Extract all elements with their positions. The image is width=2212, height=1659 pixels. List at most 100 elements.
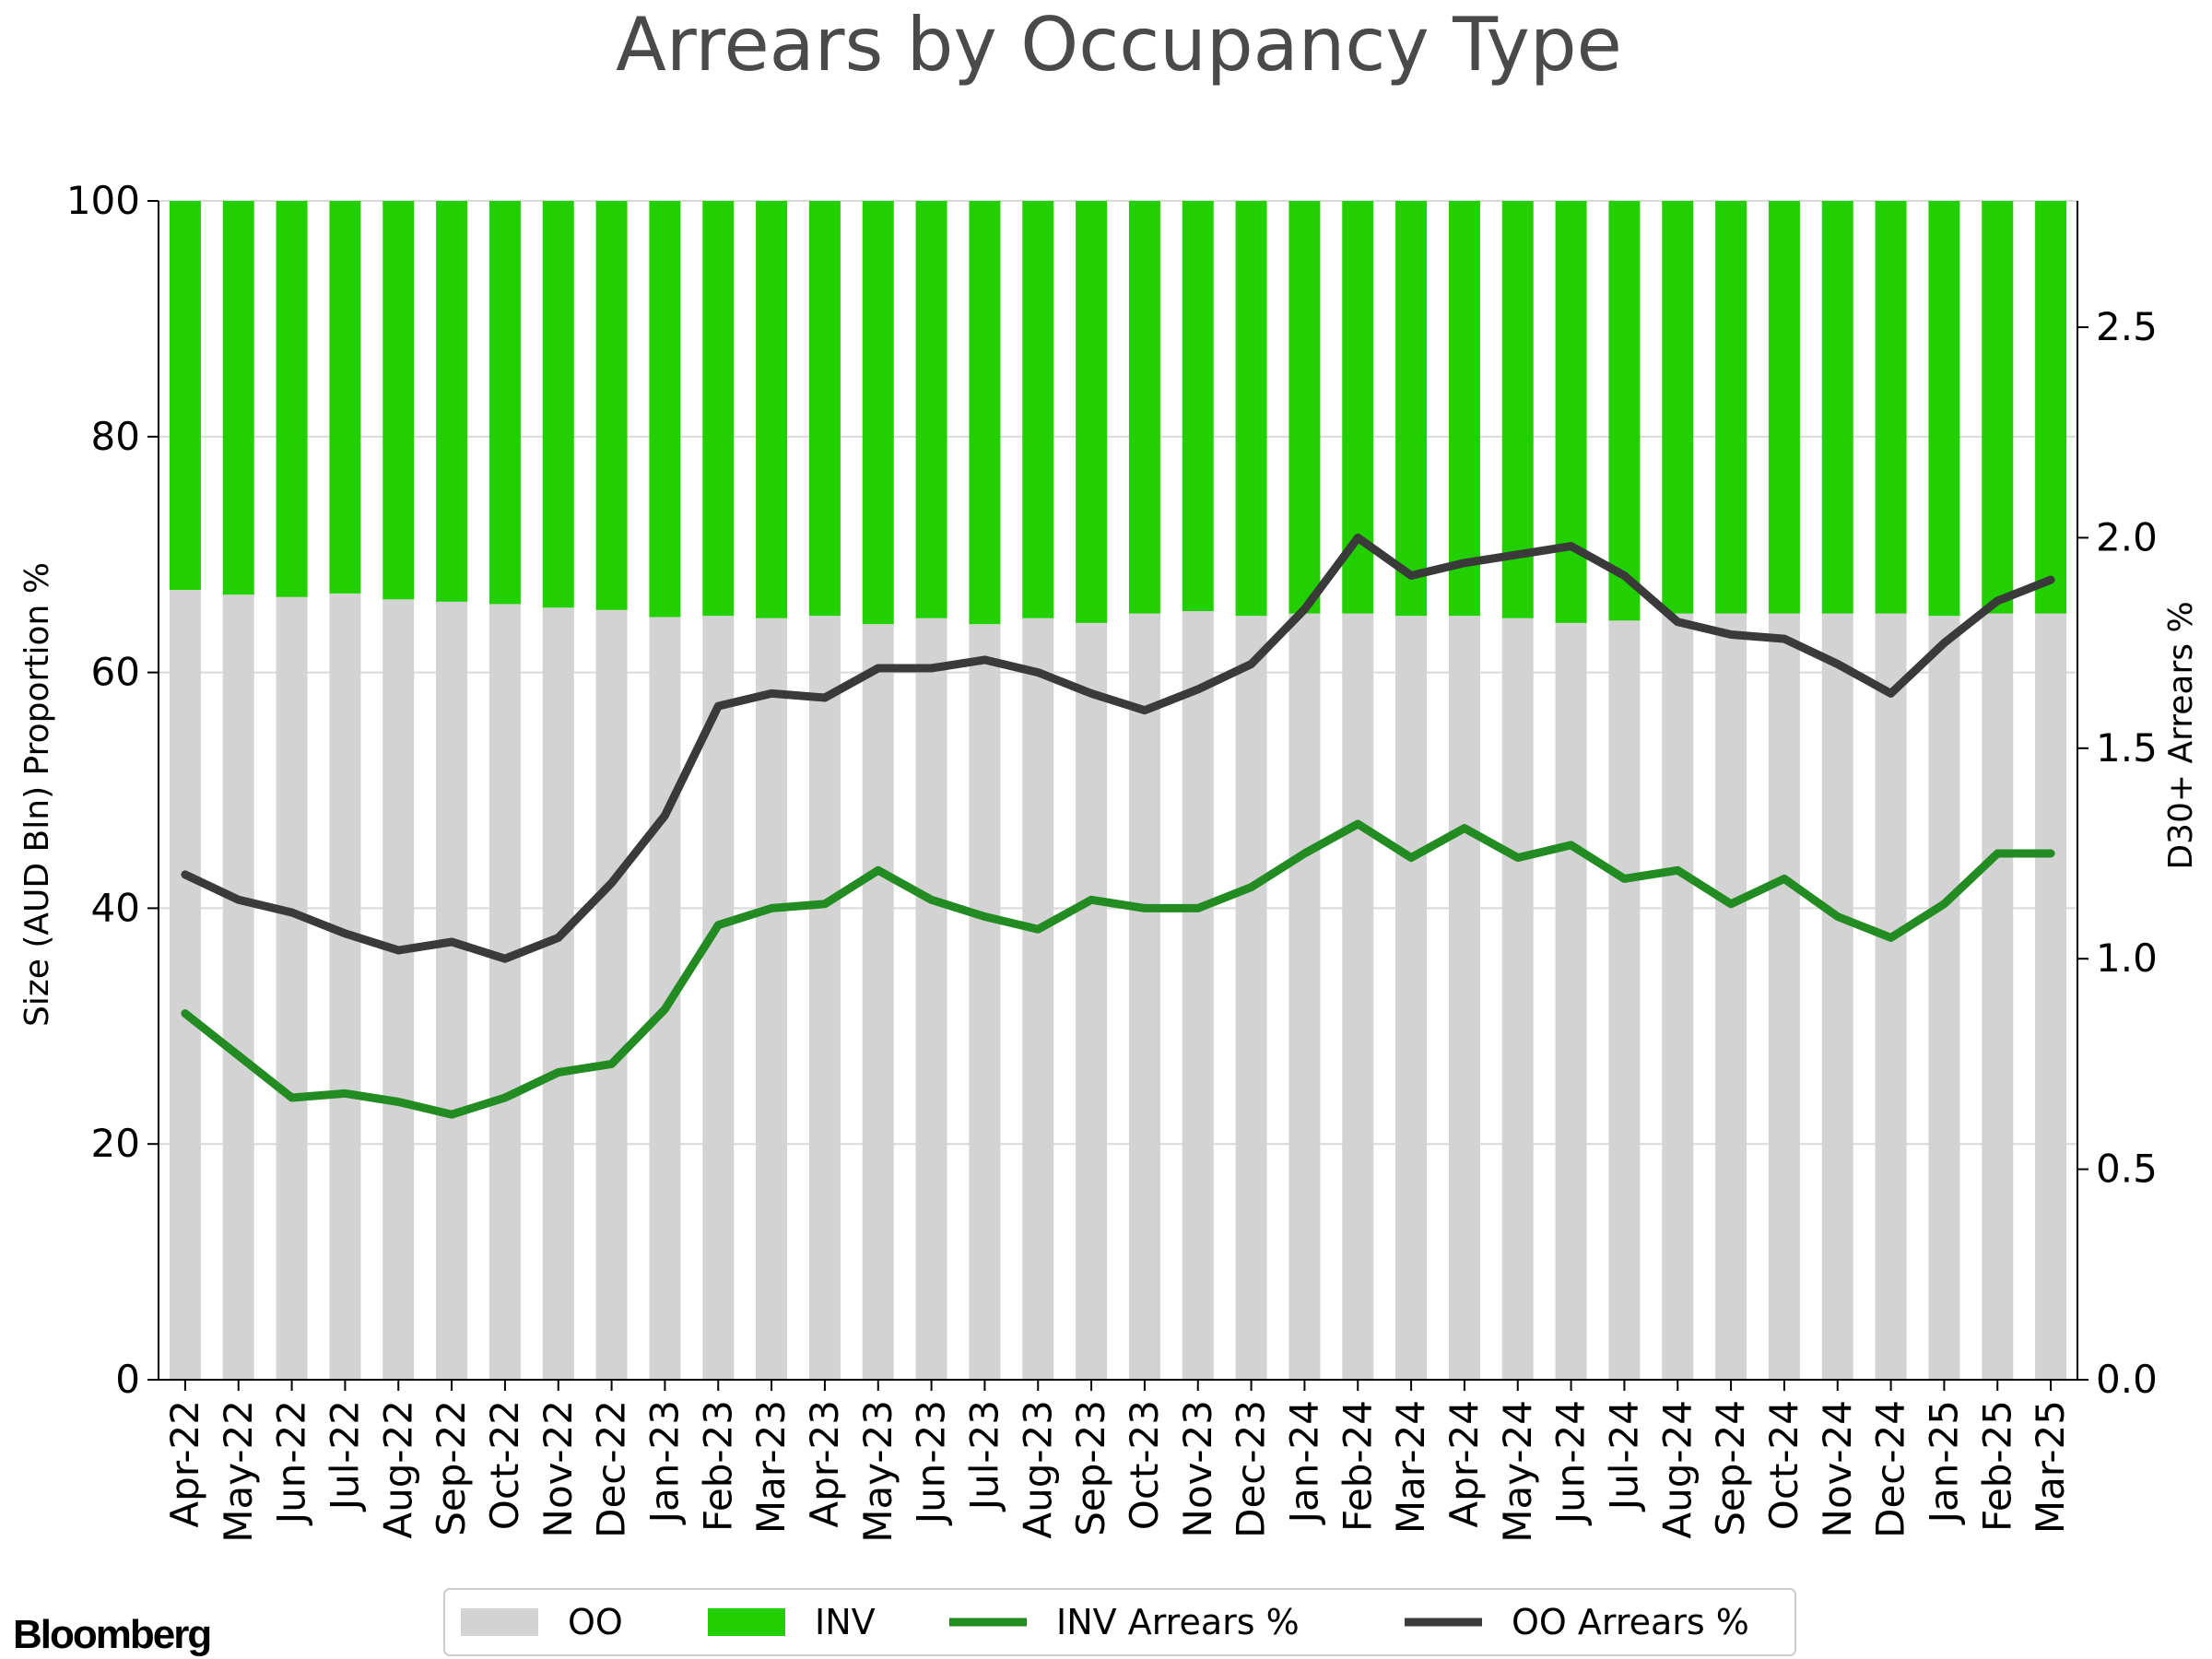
line-oo-arrears: [181, 533, 2055, 963]
x-tick-label: Nov-23: [1175, 1400, 1220, 1537]
x-tick-label: Feb-24: [1335, 1400, 1380, 1532]
x-tick-label: Apr-23: [802, 1400, 847, 1528]
bar-oo: [1448, 616, 1480, 1380]
bar-oo: [222, 594, 254, 1380]
bar-inv: [1448, 201, 1480, 617]
x-tick-label: Mar-23: [748, 1400, 794, 1534]
x-tick-label: Jul-24: [1601, 1400, 1646, 1512]
bar-inv: [1182, 201, 1214, 612]
x-tick-label: Jul-23: [961, 1400, 1006, 1512]
x-tick-label: Jan-23: [641, 1400, 687, 1525]
bar-oo: [276, 596, 308, 1380]
left-axis-ticks: 0 20 40 60 80 100: [66, 178, 159, 1402]
bar-inv: [1235, 201, 1267, 617]
bar-inv: [915, 201, 947, 618]
bar-oo: [1395, 616, 1428, 1380]
left-tick-label: 100: [66, 178, 140, 223]
bar-oo: [862, 624, 894, 1380]
bar-oo: [488, 604, 521, 1380]
bar-inv: [1288, 201, 1321, 614]
bar-oo: [915, 618, 947, 1380]
left-tick-label: 20: [91, 1121, 140, 1166]
bar-inv: [1076, 201, 1108, 623]
bar-inv: [436, 201, 468, 602]
chart-title: Arrears by Occupancy Type: [616, 2, 1622, 88]
bar-inv: [1128, 201, 1160, 614]
legend-swatch: [708, 1608, 785, 1636]
bar-inv: [1928, 201, 1960, 617]
bar-inv: [1608, 201, 1641, 621]
x-tick-label: Jun-24: [1548, 1400, 1594, 1526]
bloomberg-logo: Bloomberg: [13, 1612, 210, 1657]
legend-item-inv-arrears: INV Arrears %: [949, 1602, 1300, 1642]
right-axis-ticks: 0.0 0.5 1.0 1.5 2.0 2.5: [2077, 304, 2158, 1402]
bar-oo: [1342, 613, 1374, 1380]
x-tick-label: Jul-22: [322, 1400, 367, 1512]
x-tick-label: Dec-22: [589, 1400, 634, 1538]
bar-oo: [1662, 613, 1694, 1380]
x-tick-label: Sep-22: [429, 1400, 474, 1536]
bar-oo: [1982, 613, 2014, 1380]
right-tick-label: 2.5: [2096, 304, 2158, 349]
legend-label: OO Arrears %: [1512, 1602, 1749, 1642]
left-tick-label: 0: [115, 1357, 140, 1402]
bar-oo: [1022, 618, 1054, 1380]
x-tick-label: Feb-25: [1974, 1400, 2019, 1532]
bar-inv: [222, 201, 254, 595]
bar-inv: [1395, 201, 1428, 617]
bar-inv: [382, 201, 415, 600]
bar-inv: [542, 201, 574, 608]
bar-oo: [1928, 616, 1960, 1380]
legend-label: OO: [568, 1602, 623, 1642]
bar-inv: [2035, 201, 2067, 614]
bar-oo: [329, 593, 361, 1380]
x-tick-label: Aug-23: [1015, 1400, 1060, 1539]
right-tick-label: 1.5: [2096, 725, 2158, 771]
axes: [158, 201, 2078, 1381]
bar-inv: [1715, 201, 1747, 614]
bar-oo: [542, 607, 574, 1380]
legend-item-inv: INV: [708, 1602, 876, 1642]
x-tick-label: Jan-25: [1921, 1400, 1966, 1525]
bar-inv: [595, 201, 628, 610]
bar-oo: [436, 601, 468, 1380]
bar-inv: [488, 201, 521, 605]
gridlines: [159, 200, 2077, 1146]
bar-inv: [862, 201, 894, 625]
left-tick-label: 60: [91, 650, 140, 695]
x-tick-label: Apr-22: [162, 1400, 207, 1528]
bar-oo: [702, 616, 735, 1380]
bar-oo: [1608, 620, 1641, 1380]
bar-inv: [1821, 201, 1853, 614]
bar-oo: [808, 616, 841, 1380]
x-tick-label: Jan-24: [1281, 1400, 1326, 1525]
bar-oo: [1768, 613, 1800, 1380]
bar-oo: [1235, 616, 1267, 1380]
bar-inv: [1501, 201, 1534, 618]
left-axis-title: Size (AUD Bln) Proportion %: [18, 562, 56, 1027]
x-tick-label: Mar-25: [2028, 1400, 2073, 1534]
x-axis-ticks: Apr-22 May-22 Jun-22 Jul-22 Aug-22 Sep-22 Oct-…: [162, 1380, 2073, 1543]
right-axis-title: D30+ Arrears %: [2162, 601, 2200, 869]
bar-inv: [329, 201, 361, 594]
right-tick-label: 0.0: [2096, 1357, 2158, 1402]
bars: [169, 201, 2067, 1380]
right-tick-label: 0.5: [2096, 1147, 2158, 1192]
bar-inv: [1022, 201, 1054, 618]
bar-oo: [756, 618, 788, 1380]
line-inv-arrears: [181, 819, 2055, 1119]
x-tick-label: Nov-22: [535, 1400, 581, 1537]
bar-oo: [382, 599, 415, 1380]
x-tick-label: Nov-24: [1815, 1400, 1860, 1537]
bar-oo: [1821, 613, 1853, 1380]
x-tick-label: Dec-23: [1229, 1400, 1274, 1538]
bar-oo: [1715, 613, 1747, 1380]
x-tick-label: Aug-24: [1654, 1400, 1700, 1539]
x-tick-label: Apr-24: [1441, 1400, 1487, 1528]
x-tick-label: May-23: [855, 1400, 900, 1543]
bar-inv: [649, 201, 681, 618]
legend: OO INV INV Arrears % OO Arrears %: [443, 1588, 1796, 1656]
bar-oo: [595, 609, 628, 1380]
x-tick-label: Oct-22: [482, 1400, 527, 1530]
x-tick-label: Dec-24: [1868, 1400, 1913, 1538]
